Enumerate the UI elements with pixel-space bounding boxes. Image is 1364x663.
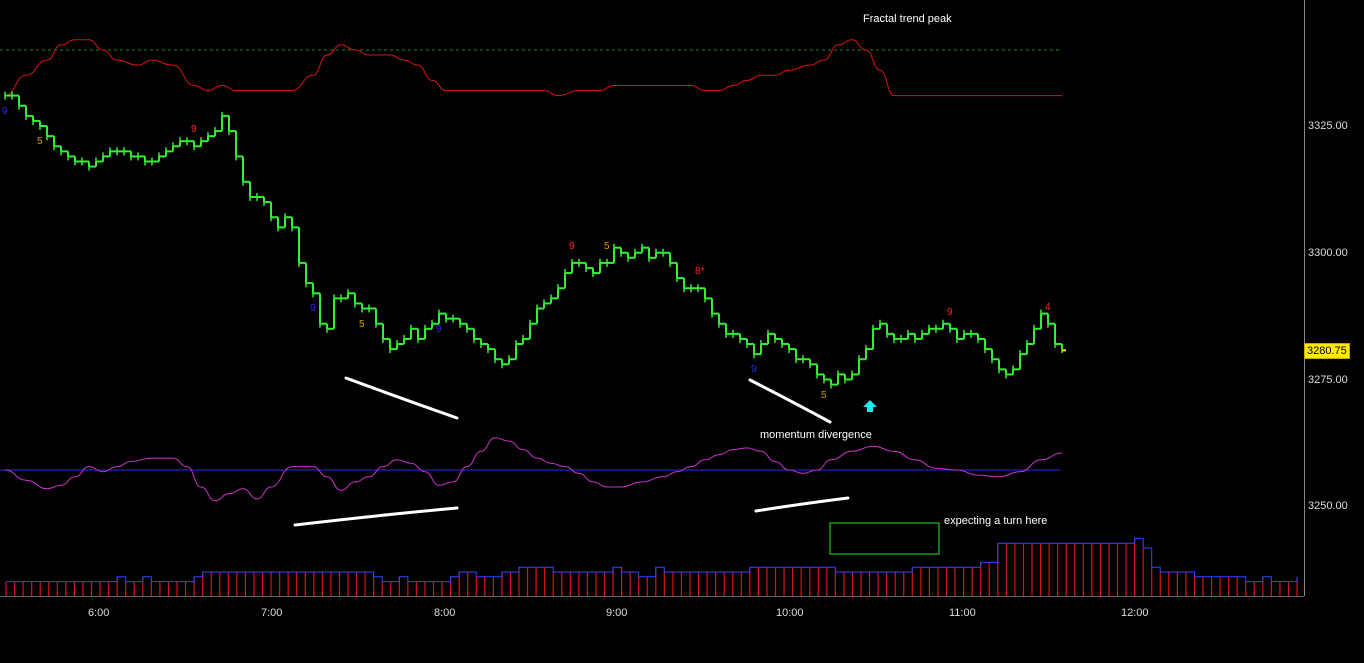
oscillator-line <box>4 437 1063 502</box>
time-tick-label: 6:00 <box>88 607 110 619</box>
price-tick-label: 3325.00 <box>1308 120 1348 132</box>
time-tick-label: 10:00 <box>776 607 804 619</box>
setup-count-label: 9 <box>191 124 197 136</box>
trend-line <box>4 39 1062 97</box>
oscillator-trendline-annotation <box>293 506 459 527</box>
turn-annotation: expecting a turn here <box>944 515 1048 527</box>
price-tick-label: 3300.00 <box>1308 247 1348 259</box>
price-trendline-annotation <box>344 376 459 420</box>
setup-count-label: 5 <box>359 318 365 330</box>
setup-count-label: 9 <box>310 303 316 315</box>
oscillator-trendline-annotation <box>754 496 850 513</box>
setup-count-label: 8* <box>695 266 705 278</box>
last-price-label: 3280.75 <box>1304 343 1350 359</box>
time-tick-label: 11:00 <box>949 607 976 619</box>
volume-cap-line <box>6 537 1298 583</box>
price-trendline-annotation <box>748 378 832 424</box>
time-tick-label: 7:00 <box>261 607 283 619</box>
setup-count-label: 5 <box>821 389 827 401</box>
setup-count-label: 5 <box>37 136 43 147</box>
setup-count-label: 5 <box>604 240 610 252</box>
up-arrow-icon <box>863 400 877 412</box>
setup-count-label: 9 <box>436 323 442 335</box>
setup-count-label: 4 <box>1045 301 1051 313</box>
price-tick-label: 3250.00 <box>1308 500 1348 512</box>
price-tick-label: 3275.00 <box>1308 374 1348 386</box>
turn-highlight-box <box>829 522 940 555</box>
setup-count-label: 9 <box>751 364 757 376</box>
setup-count-label: 9 <box>947 306 953 318</box>
setup-count-label: 9 <box>569 240 575 252</box>
time-tick-label: 12:00 <box>1121 607 1149 619</box>
divergence-annotation: momentum divergence <box>760 429 872 441</box>
time-tick-label: 8:00 <box>434 607 456 619</box>
trend-peak-annotation: Fractal trend peak <box>863 13 952 25</box>
setup-count-label: 9 <box>2 105 8 117</box>
time-tick-label: 9:00 <box>606 607 628 619</box>
